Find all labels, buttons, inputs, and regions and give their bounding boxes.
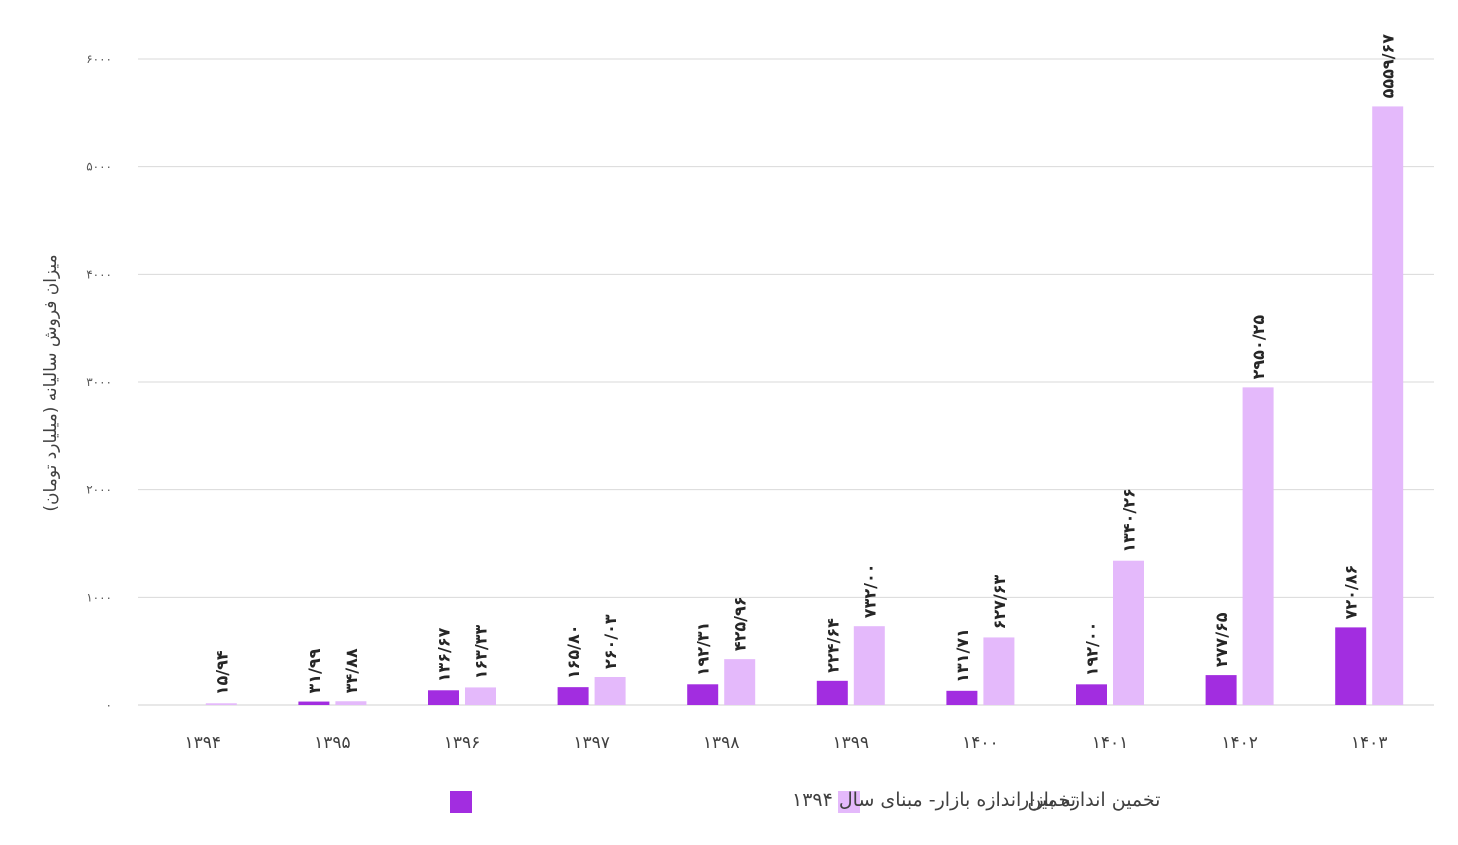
bar-market-size-2: [465, 687, 496, 705]
x-tick-label: ۱۴۰۲: [1221, 733, 1258, 753]
y-tick-label: ۲۰۰۰: [86, 483, 112, 497]
data-label: ۱۳۴۰/۲۶: [1120, 488, 1139, 552]
data-label: ۲۹۵۰/۲۵: [1249, 315, 1268, 380]
bar-base-year-9: [1335, 627, 1367, 705]
bar-base-year-8: [1205, 675, 1237, 705]
x-tick-label: ۱۴۰۳: [1351, 733, 1388, 753]
x-tick-label: ۱۴۰۱: [1092, 733, 1129, 753]
data-label: ۲۶۰/۰۳: [601, 614, 620, 669]
data-label: ۲۲۴/۶۴: [823, 618, 842, 673]
data-label: ۱۶۳/۳۳: [472, 625, 491, 680]
bar-market-size-9: [1372, 106, 1404, 705]
data-label: ۲۷۷/۶۵: [1212, 612, 1231, 667]
x-tick-label: ۱۴۰۰: [962, 733, 999, 753]
bar-base-year-3: [557, 687, 589, 705]
data-label: ۱۳۱/۷۱: [953, 628, 972, 683]
bar-market-size-5: [853, 626, 885, 705]
y-tick-label: ۱۰۰۰: [86, 590, 112, 604]
x-axis-ticks: ۱۳۹۴ ۱۳۹۵ ۱۳۹۶ ۱۳۹۷ ۱۳۹۸ ۱۳۹۹ ۱۴۰۰ ۱۴۰۱ ۱۴۰۲ ۱۴۰۳: [185, 733, 1388, 753]
bar-market-size-3: [594, 677, 626, 705]
y-tick-label: ۶۰۰۰: [86, 52, 112, 66]
legend-label: تخمین اندازه بازار- مبنای سال ۱۳۹۴: [792, 789, 1076, 811]
y-tick-label: ۳۰۰۰: [86, 375, 112, 389]
bar-market-size-8: [1242, 387, 1274, 705]
data-label: ۵۵۵۹/۶۷: [1379, 34, 1398, 99]
bar-market-size-4: [724, 659, 756, 705]
legend-swatch: [450, 791, 472, 813]
bar-market-size-7: [1113, 560, 1144, 705]
bar-market-size-1: [335, 701, 367, 705]
legend-swatch: [838, 791, 860, 813]
y-axis-ticks: ۰ ۱۰۰۰ ۲۰۰۰ ۳۰۰۰ ۴۰۰۰ ۵۰۰۰ ۶۰۰۰: [86, 52, 112, 712]
x-tick-label: ۱۳۹۶: [444, 733, 481, 753]
bar-base-year-6: [946, 690, 978, 705]
x-tick-label: ۱۳۹۴: [185, 733, 222, 753]
gridlines: [138, 58, 1434, 706]
x-tick-label: ۱۳۹۵: [314, 733, 351, 753]
bar-base-year-2: [428, 690, 459, 705]
bar-market-size-0: [205, 703, 237, 705]
y-tick-label: ۰: [106, 698, 112, 712]
x-tick-label: ۱۳۹۹: [833, 733, 870, 753]
data-label: ۱۳۶/۶۷: [435, 627, 454, 682]
data-label: ۷۳۲/۰۰: [860, 564, 879, 619]
data-label: ۶۲۷/۶۳: [990, 575, 1009, 630]
data-labels: ۱۵/۹۴ ۳۱/۹۹ ۳۴/۸۸ ۱۳۶/۶۷ ۱۶۳/۳۳ ۱۶۵/۸۰ ۲۶۰/۰۳ ۱…: [212, 34, 1397, 696]
bars: [205, 106, 1404, 705]
y-tick-label: ۵۰۰۰: [86, 160, 112, 174]
bar-base-year-4: [687, 684, 719, 705]
bar-base-year-5: [816, 680, 848, 705]
x-tick-label: ۱۳۹۸: [703, 733, 740, 753]
bar-base-year-7: [1076, 684, 1107, 705]
data-label: ۳۴/۸۸: [342, 648, 361, 693]
data-label: ۴۲۵/۹۶: [731, 596, 750, 651]
bar-market-size-6: [983, 637, 1015, 705]
y-axis-label: میزان فروش سالیانه (میلیارد تومان): [41, 254, 61, 511]
data-label: ۱۹۲/۳۱: [694, 622, 713, 677]
data-label: ۱۹۲/۰۰: [1083, 622, 1102, 677]
data-label: ۳۱/۹۹: [305, 648, 324, 693]
data-label: ۷۲۰/۸۶: [1342, 565, 1361, 620]
bar-base-year-1: [298, 701, 330, 705]
data-label: ۱۵/۹۴: [212, 650, 231, 695]
data-label: ۱۶۵/۸۰: [564, 624, 583, 679]
legend-label: تخمین اندازه بازار: [1019, 789, 1160, 811]
y-tick-label: ۴۰۰۰: [86, 267, 112, 281]
x-tick-label: ۱۳۹۷: [573, 733, 610, 753]
